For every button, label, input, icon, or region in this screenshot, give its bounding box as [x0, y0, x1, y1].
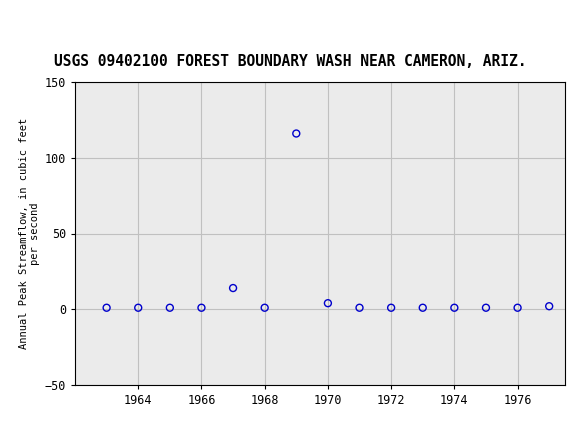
- Y-axis label: Annual Peak Streamflow, in cubic feet
per second: Annual Peak Streamflow, in cubic feet pe…: [19, 118, 41, 349]
- Point: [450, 304, 459, 311]
- Point: [229, 285, 238, 292]
- Point: [292, 130, 301, 137]
- Point: [197, 304, 206, 311]
- Point: [545, 303, 554, 310]
- Point: [260, 304, 269, 311]
- Point: [513, 304, 522, 311]
- Point: [323, 300, 332, 307]
- Point: [386, 304, 396, 311]
- Point: [133, 304, 143, 311]
- Text: ☒: ☒: [6, 10, 21, 28]
- Point: [102, 304, 111, 311]
- Text: USGS: USGS: [12, 10, 63, 28]
- Point: [165, 304, 175, 311]
- Point: [355, 304, 364, 311]
- Point: [481, 304, 491, 311]
- Point: [418, 304, 427, 311]
- Text: USGS 09402100 FOREST BOUNDARY WASH NEAR CAMERON, ARIZ.: USGS 09402100 FOREST BOUNDARY WASH NEAR …: [54, 54, 526, 69]
